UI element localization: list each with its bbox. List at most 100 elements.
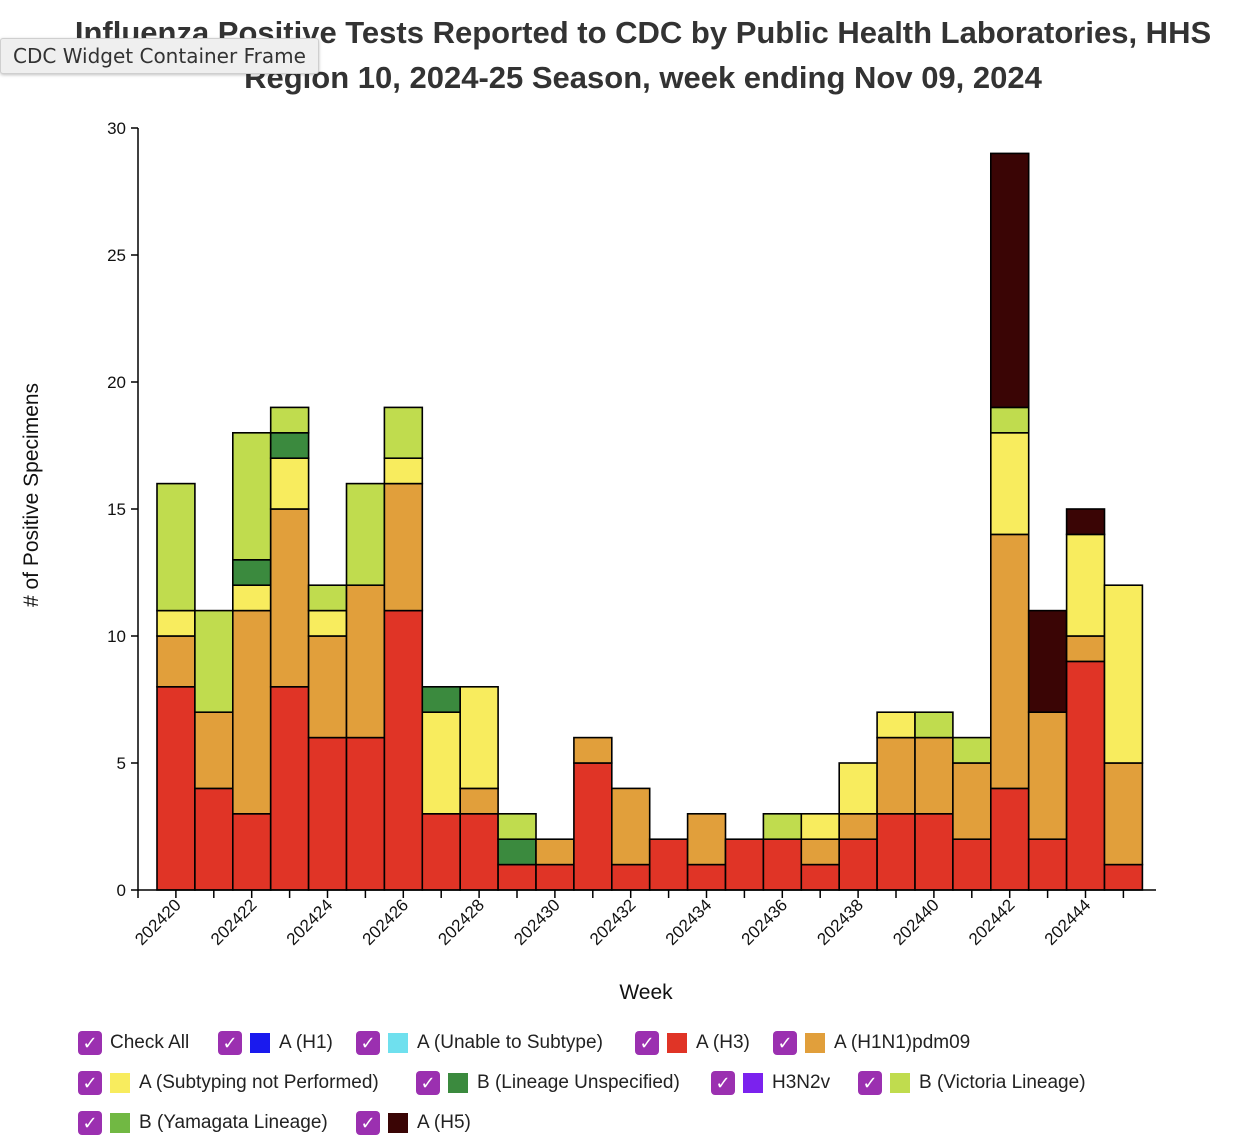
bar-segment[interactable]: 202429 — B (Lineage Unspecified): 1 <box>497 838 537 866</box>
bar-segment[interactable]: 202425 — A (H3): 6 <box>345 736 386 891</box>
bar-segment[interactable]: 202426 — B (Victoria Lineage): 2 <box>383 406 424 459</box>
bar-segment[interactable]: 202430 — A (H1N1)pdm09: 1 <box>535 838 575 866</box>
bar-segment[interactable]: 202433 — A (H3): 2 <box>648 838 689 891</box>
bar-segment[interactable]: 202444 — A (Subtyping not Performed): 4 <box>1065 533 1106 637</box>
bar-segment[interactable]: 202427 — B (Lineage Unspecified): 1 <box>421 685 461 713</box>
checkbox-checked-icon[interactable]: ✓ <box>356 1111 380 1135</box>
checkbox-checked-icon[interactable]: ✓ <box>78 1071 102 1095</box>
bar-segment[interactable]: 202431 — A (H3): 5 <box>573 762 613 891</box>
bar-segment[interactable]: 202424 — A (H1N1)pdm09: 4 <box>307 635 348 739</box>
bar-segment[interactable]: 202431 — A (H1N1)pdm09: 1 <box>573 736 613 764</box>
bar-segment[interactable]: 202435 — A (H3): 2 <box>724 838 765 891</box>
bar-segment[interactable]: 202442 — A (H3): 4 <box>989 787 1030 891</box>
bar-segment[interactable]: 202424 — A (H3): 6 <box>307 736 348 891</box>
bar-segment[interactable]: 202428 — A (Subtyping not Performed): 4 <box>459 685 499 790</box>
legend-check-all[interactable]: ✓ Check All <box>78 1028 189 1058</box>
bar-segment[interactable]: 202422 — A (H3): 3 <box>232 812 272 891</box>
bar-segment[interactable]: 202442 — B (Victoria Lineage): 1 <box>989 406 1030 434</box>
bar-segment[interactable]: 202438 — A (Subtyping not Performed): 2 <box>838 762 878 815</box>
bar-segment[interactable]: 202439 — A (H1N1)pdm09: 3 <box>876 736 916 815</box>
bar-segment[interactable]: 202440 — A (H1N1)pdm09: 3 <box>914 736 954 815</box>
checkbox-checked-icon[interactable]: ✓ <box>711 1071 735 1095</box>
legend-item-a-unable-to-subtype[interactable]: ✓ A (Unable to Subtype) <box>356 1028 603 1058</box>
bar-segment[interactable]: 202420 — A (H3): 8 <box>156 685 196 891</box>
legend-item-a-subtyping-not-performed[interactable]: ✓ A (Subtyping not Performed) <box>78 1068 379 1098</box>
bar-segment[interactable]: 202426 — A (Subtyping not Performed): 1 <box>383 457 424 485</box>
checkbox-checked-icon[interactable]: ✓ <box>356 1031 380 1055</box>
legend-item-h3n2v[interactable]: ✓ H3N2v <box>711 1068 830 1098</box>
bar-segment[interactable]: 202432 — A (H3): 1 <box>610 863 651 891</box>
bar-segment[interactable]: 202420 — A (Subtyping not Performed): 1 <box>156 609 196 637</box>
bar-segment[interactable]: 202427 — A (H3): 3 <box>421 812 461 891</box>
legend-item-b-lineage-unspecified[interactable]: ✓ B (Lineage Unspecified) <box>416 1068 680 1098</box>
bar-segment[interactable]: 202445 — A (H1N1)pdm09: 4 <box>1103 762 1144 866</box>
checkbox-checked-icon[interactable]: ✓ <box>78 1111 102 1135</box>
bar-segment[interactable]: 202429 — B (Victoria Lineage): 1 <box>497 812 537 840</box>
bar-segment[interactable]: 202443 — A (H5): 4 <box>1027 609 1068 713</box>
bar-segment[interactable]: 202425 — A (H1N1)pdm09: 6 <box>345 584 386 739</box>
bar-segment[interactable]: 202440 — B (Victoria Lineage): 1 <box>914 711 954 739</box>
bar-segment[interactable]: 202441 — A (H1N1)pdm09: 3 <box>952 762 992 840</box>
checkbox-checked-icon[interactable]: ✓ <box>416 1071 440 1095</box>
bar-segment[interactable]: 202434 — A (H1N1)pdm09: 2 <box>686 812 727 866</box>
bar-segment[interactable]: 202420 — A (H1N1)pdm09: 2 <box>156 635 196 688</box>
legend-item-a-h1n1pdm09[interactable]: ✓ A (H1N1)pdm09 <box>773 1028 970 1058</box>
legend-item-b-victoria-lineage[interactable]: ✓ B (Victoria Lineage) <box>858 1068 1086 1098</box>
bar-segment[interactable]: 202440 — A (H3): 3 <box>914 812 954 891</box>
bar-segment[interactable]: 202437 — A (H3): 1 <box>800 863 840 891</box>
bar-segment[interactable]: 202423 — A (Subtyping not Performed): 2 <box>269 457 310 510</box>
checkbox-checked-icon[interactable]: ✓ <box>218 1031 242 1055</box>
bar-segment[interactable]: 202427 — A (Subtyping not Performed): 4 <box>421 711 461 815</box>
bar-segment[interactable]: 202438 — A (H1N1)pdm09: 1 <box>838 812 878 840</box>
bar-segment[interactable]: 202445 — A (Subtyping not Performed): 7 <box>1103 584 1144 764</box>
bar-segment[interactable]: 202445 — A (H3): 1 <box>1103 863 1144 891</box>
bar-segment[interactable]: 202441 — B (Victoria Lineage): 1 <box>952 736 992 764</box>
bar-segment[interactable]: 202434 — A (H3): 1 <box>686 863 727 891</box>
legend-item-a-h3[interactable]: ✓ A (H3) <box>635 1028 750 1058</box>
checkbox-checked-icon[interactable]: ✓ <box>635 1031 659 1055</box>
bar-segment[interactable]: 202423 — B (Lineage Unspecified): 1 <box>269 431 310 459</box>
bar-segment[interactable]: 202421 — B (Victoria Lineage): 4 <box>194 609 234 713</box>
bar-segment[interactable]: 202430 — A (H3): 1 <box>535 863 575 891</box>
legend-item-a-h1[interactable]: ✓ A (H1) <box>218 1028 333 1058</box>
bar-segment[interactable]: 202423 — A (H1N1)pdm09: 7 <box>269 508 310 688</box>
bar-segment[interactable]: 202443 — A (H1N1)pdm09: 5 <box>1027 711 1068 841</box>
bar-segment[interactable]: 202437 — A (H1N1)pdm09: 1 <box>800 838 840 866</box>
bar-segment[interactable]: 202439 — A (H3): 3 <box>876 812 916 891</box>
bar-segment[interactable]: 202436 — B (Victoria Lineage): 1 <box>762 812 803 840</box>
legend-item-a-h5[interactable]: ✓ A (H5) <box>356 1108 471 1138</box>
checkbox-checked-icon[interactable]: ✓ <box>78 1031 102 1055</box>
checkbox-checked-icon[interactable]: ✓ <box>773 1031 797 1055</box>
bar-segment[interactable]: 202442 — A (H5): 10 <box>989 152 1030 409</box>
bar-segment[interactable]: 202422 — B (Victoria Lineage): 5 <box>232 431 272 561</box>
bar-segment[interactable]: 202423 — B (Victoria Lineage): 1 <box>269 406 310 434</box>
bar-segment[interactable]: 202423 — A (H3): 8 <box>269 685 310 891</box>
bar-segment[interactable]: 202426 — A (H3): 11 <box>383 609 424 891</box>
legend-item-b-yamagata-lineage[interactable]: ✓ B (Yamagata Lineage) <box>78 1108 328 1138</box>
bar-segment[interactable]: 202437 — A (Subtyping not Performed): 1 <box>800 812 840 840</box>
bar-segment[interactable]: 202422 — A (H1N1)pdm09: 8 <box>232 609 272 815</box>
bar-segment[interactable]: 202424 — B (Victoria Lineage): 1 <box>307 584 348 612</box>
bar-segment[interactable]: 202444 — A (H5): 1 <box>1065 508 1106 536</box>
bar-segment[interactable]: 202436 — A (H3): 2 <box>762 838 803 891</box>
bar-segment[interactable]: 202425 — B (Victoria Lineage): 4 <box>345 482 386 587</box>
bar-segment[interactable]: 202432 — A (H1N1)pdm09: 3 <box>610 787 651 866</box>
bar-segment[interactable]: 202421 — A (H1N1)pdm09: 3 <box>194 711 234 790</box>
checkbox-checked-icon[interactable]: ✓ <box>858 1071 882 1095</box>
bar-segment[interactable]: 202441 — A (H3): 2 <box>952 838 992 891</box>
bar-segment[interactable]: 202426 — A (H1N1)pdm09: 5 <box>383 482 424 612</box>
bar-segment[interactable]: 202444 — A (H3): 9 <box>1065 660 1106 891</box>
bar-segment[interactable]: 202428 — A (H3): 3 <box>459 812 499 891</box>
bar-segment[interactable]: 202428 — A (H1N1)pdm09: 1 <box>459 787 499 815</box>
bar-segment[interactable]: 202438 — A (H3): 2 <box>838 838 878 891</box>
bar-segment[interactable]: 202421 — A (H3): 4 <box>194 787 234 891</box>
bar-segment[interactable]: 202420 — B (Victoria Lineage): 5 <box>156 482 196 612</box>
bar-segment[interactable]: 202424 — A (Subtyping not Performed): 1 <box>307 609 348 637</box>
bar-segment[interactable]: 202444 — A (H1N1)pdm09: 1 <box>1065 635 1106 663</box>
bar-segment[interactable]: 202442 — A (H1N1)pdm09: 10 <box>989 533 1030 790</box>
bar-segment[interactable]: 202422 — A (Subtyping not Performed): 1 <box>232 584 272 612</box>
bar-segment[interactable]: 202442 — A (Subtyping not Performed): 4 <box>989 431 1030 536</box>
bar-segment[interactable]: 202422 — B (Lineage Unspecified): 1 <box>232 558 272 586</box>
bar-segment[interactable]: 202443 — A (H3): 2 <box>1027 838 1068 891</box>
bar-segment[interactable]: 202429 — A (H3): 1 <box>497 863 537 891</box>
